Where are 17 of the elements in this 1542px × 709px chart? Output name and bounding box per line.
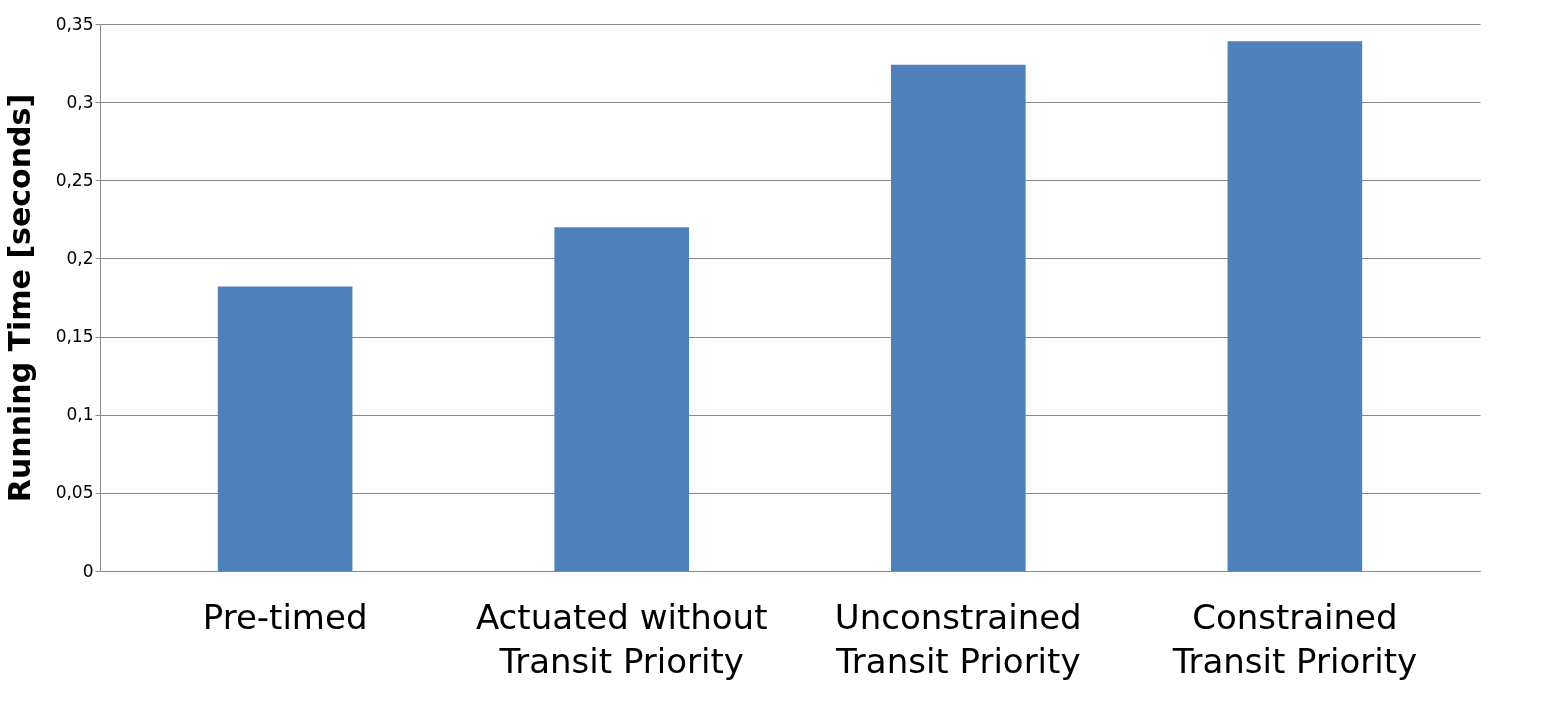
y-tick-label: 0,05 (55, 482, 94, 503)
y-tick-label: 0,15 (55, 326, 94, 347)
x-tick-label: Actuated without Transit Priority (475, 596, 768, 681)
bar (1227, 41, 1363, 571)
y-axis-title: Running Time [seconds] (1, 93, 37, 503)
y-tick-label: 0 (82, 560, 94, 581)
y-tick-label: 0,35 (55, 13, 94, 34)
x-tick-label: Unconstrained Transit Priority (834, 596, 1082, 681)
y-tick-label: 0,25 (55, 169, 94, 190)
y-tick-label: 0,2 (66, 247, 94, 268)
bar (890, 64, 1026, 571)
x-tick-label: Constrained Transit Priority (1171, 596, 1418, 681)
y-tick-label: 0,3 (66, 91, 94, 112)
x-tick-label: Pre-timed (202, 596, 368, 637)
bar (217, 286, 353, 571)
y-tick-label: 0,1 (66, 404, 94, 425)
bar (554, 227, 690, 571)
